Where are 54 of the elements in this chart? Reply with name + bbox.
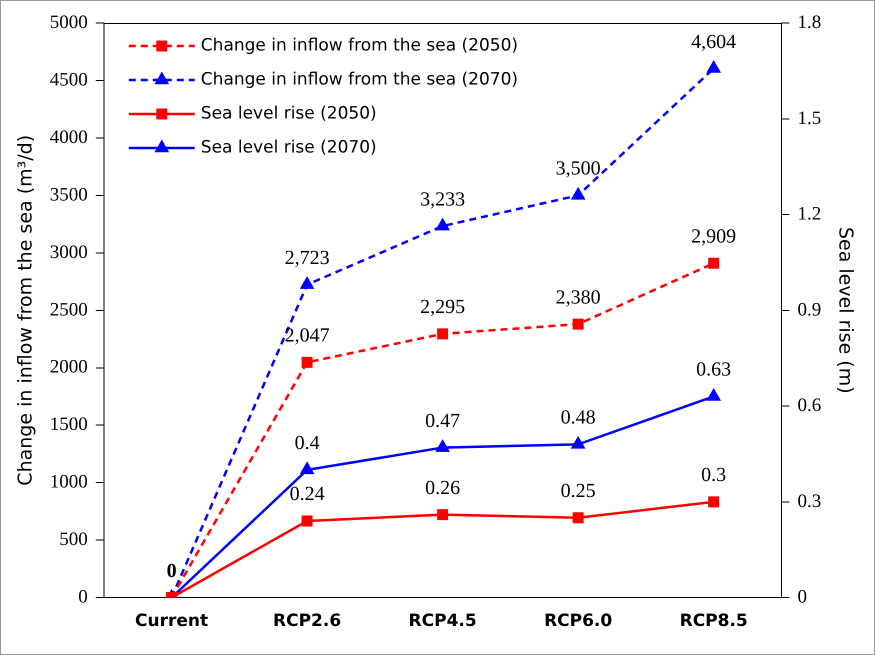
data-label: 0.63 xyxy=(696,358,732,381)
data-label: 2,380 xyxy=(556,286,601,308)
x-tick-label: Current xyxy=(135,611,208,632)
y-tick-label: 1500 xyxy=(50,414,88,436)
point xyxy=(436,218,450,230)
point xyxy=(707,61,720,73)
data-label: 0 xyxy=(166,560,177,582)
data-label: 2,723 xyxy=(284,246,330,269)
data-label: 0.47 xyxy=(425,410,460,432)
point xyxy=(302,356,313,368)
data-label: 0.24 xyxy=(290,483,325,506)
x-tick-label: RCP2.6 xyxy=(273,611,342,632)
data-label: 3,500 xyxy=(556,158,601,180)
point xyxy=(300,277,314,289)
y2-tick-label: 1.5 xyxy=(797,108,822,129)
data-label: 4,604 xyxy=(691,30,736,53)
point xyxy=(708,258,720,269)
y-tick-label: 3500 xyxy=(50,184,88,206)
y-tick-label: 3000 xyxy=(50,242,88,263)
y-tick-label: 0 xyxy=(78,586,88,608)
y-tick-label: 4500 xyxy=(50,69,88,90)
y2-tick-label: 1.2 xyxy=(797,204,822,225)
legend-label: Sea level rise (2050) xyxy=(200,103,377,124)
data-label: 3,233 xyxy=(420,188,466,210)
y-axis-title: Change in inflow from the sea (m³/d) xyxy=(14,134,36,486)
data-label: 0.3 xyxy=(701,464,726,486)
legend-label: Change in inflow from the sea (2050) xyxy=(200,35,518,56)
y2-tick-label: 1.8 xyxy=(797,12,822,33)
point xyxy=(572,318,584,330)
data-label: 0.48 xyxy=(560,406,596,429)
y-tick-label: 5000 xyxy=(50,12,88,33)
data-label: 0.4 xyxy=(294,432,320,454)
y2-tick-label: 0 xyxy=(797,586,807,608)
y-tick-label: 2000 xyxy=(50,356,88,378)
legend-label: Sea level rise (2070) xyxy=(200,137,377,158)
y-tick-label: 4000 xyxy=(50,126,88,148)
legend-label: Change in inflow from the sea (2070) xyxy=(200,69,518,90)
x-tick-label: RCP6.0 xyxy=(544,611,612,632)
y2-tick-label: 0.6 xyxy=(797,395,822,416)
data-label: 2,909 xyxy=(691,226,736,248)
x-tick-label: RCP4.5 xyxy=(408,611,477,632)
y2-axis-title: Sea level rise (m) xyxy=(834,226,857,394)
data-label: 2,047 xyxy=(284,324,330,347)
point xyxy=(572,188,585,200)
data-label: 0.26 xyxy=(425,476,460,499)
point xyxy=(437,328,448,340)
y2-tick-label: 0.3 xyxy=(797,490,822,512)
y-tick-label: 2500 xyxy=(50,299,88,320)
y2-tick-label: 0.9 xyxy=(797,299,822,320)
data-label: 2,295 xyxy=(420,296,466,318)
y-tick-label: 500 xyxy=(59,529,88,550)
y-tick-label: 1000 xyxy=(50,472,88,493)
x-tick-label: RCP8.5 xyxy=(680,611,748,632)
data-label: 0.25 xyxy=(560,480,596,502)
